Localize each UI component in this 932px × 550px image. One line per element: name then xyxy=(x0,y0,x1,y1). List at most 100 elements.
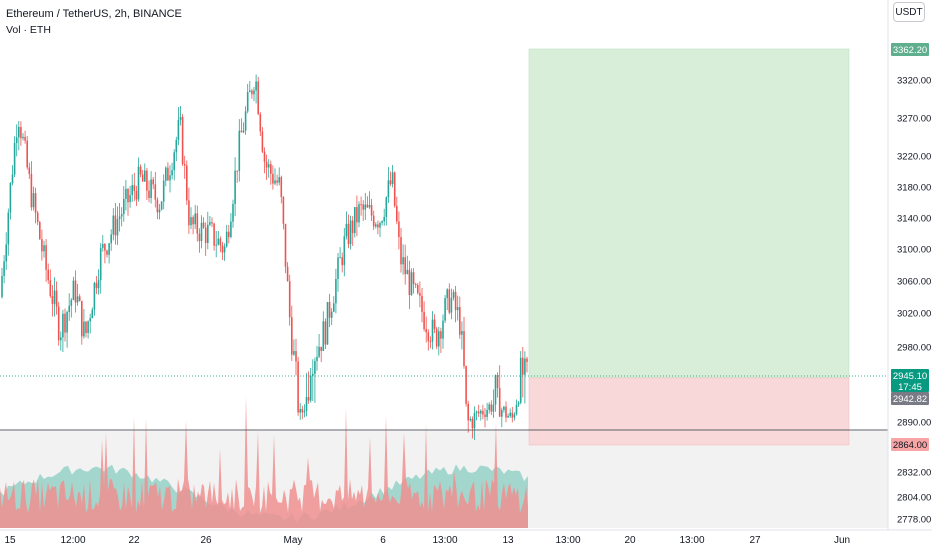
currency-button[interactable]: USDT xyxy=(893,2,925,22)
candle-body xyxy=(49,280,52,297)
candle-body xyxy=(3,261,5,276)
candle-body xyxy=(414,284,417,286)
time-tick-label: 15 xyxy=(4,535,16,546)
candle-body xyxy=(146,170,148,191)
candle-body xyxy=(286,266,289,282)
candle-body xyxy=(372,215,375,227)
candle-body xyxy=(448,289,451,313)
symbol-title[interactable]: Ethereum / TetherUS, 2h, BINANCE xyxy=(6,8,182,20)
candle-body xyxy=(76,296,79,303)
candle-body xyxy=(112,215,115,235)
candle-body xyxy=(91,309,94,319)
time-axis: 15 12:00 22 26 May 6 13:00 13 13:00 20 13:00 27 Jun xyxy=(4,535,850,546)
candle-body xyxy=(34,193,37,213)
candle-body xyxy=(36,212,39,223)
candle-body xyxy=(469,418,472,421)
time-tick-label: 13:00 xyxy=(555,535,580,546)
candle-body xyxy=(198,233,201,242)
candle-body xyxy=(358,204,360,223)
candle-body xyxy=(11,174,14,184)
price-tick-label: 3180.00 xyxy=(897,183,931,194)
price-tick-label: 3140.00 xyxy=(897,214,931,225)
candle-body xyxy=(391,172,394,185)
candle-body xyxy=(496,375,499,389)
long-position-tool xyxy=(528,48,850,446)
price-tick-label: 2980.00 xyxy=(897,343,931,354)
candle-body xyxy=(494,375,497,405)
candle-body xyxy=(433,319,436,329)
candle-body xyxy=(385,197,388,217)
price-tick-label: 3020.00 xyxy=(897,309,931,320)
candle-body xyxy=(251,90,253,95)
candle-body xyxy=(362,204,364,210)
candle-body xyxy=(30,174,33,208)
candle-body xyxy=(440,331,442,339)
candle-body xyxy=(190,217,192,226)
candle-body xyxy=(522,357,524,375)
candle-body xyxy=(297,361,299,413)
candle-body xyxy=(85,321,87,334)
candle-body xyxy=(471,418,474,429)
candle-body xyxy=(410,272,413,295)
candle-body xyxy=(375,224,377,227)
stop-price-badge-text: 2864.00 xyxy=(893,440,927,451)
candle-body xyxy=(129,194,131,203)
candle-body xyxy=(274,180,276,184)
candle-body xyxy=(270,164,272,174)
candle-body xyxy=(152,179,154,185)
candle-body xyxy=(123,198,125,215)
candle-body xyxy=(345,223,348,237)
candle-body xyxy=(217,238,220,245)
candle-body xyxy=(427,332,430,342)
candle-body xyxy=(402,257,404,265)
candle-body xyxy=(276,180,278,183)
candle-body xyxy=(192,217,194,225)
candle-body xyxy=(62,313,64,338)
candle-body xyxy=(492,404,495,412)
candle-body xyxy=(179,116,182,120)
candle-body xyxy=(421,295,423,312)
time-tick-label: May xyxy=(284,535,303,546)
candle-body xyxy=(438,331,440,347)
candle-body xyxy=(225,231,228,247)
candle-body xyxy=(360,204,362,206)
candle-body xyxy=(114,215,117,236)
candle-body xyxy=(482,410,484,415)
candle-body xyxy=(335,278,337,304)
candle-body xyxy=(459,307,461,335)
price-tick-label: 2804.00 xyxy=(897,493,931,504)
time-tick-label: 6 xyxy=(380,535,386,546)
candle-body xyxy=(377,224,379,228)
candle-body xyxy=(503,406,505,411)
candle-body xyxy=(320,346,322,351)
price-tick-label: 2778.00 xyxy=(897,515,931,526)
candle-body xyxy=(81,300,83,337)
candle-body xyxy=(207,224,209,243)
candle-body xyxy=(95,282,98,289)
candle-body xyxy=(461,331,463,335)
candle-body xyxy=(26,140,28,168)
candle-body xyxy=(72,280,75,300)
price-tick-label: 2890.00 xyxy=(897,418,931,429)
candle-body xyxy=(473,412,476,429)
candle-body xyxy=(412,272,415,285)
candle-body xyxy=(202,222,205,228)
target-price-badge-bg xyxy=(891,43,929,56)
candle-body xyxy=(230,221,232,238)
target-price-badge-text: 3362.20 xyxy=(893,45,927,56)
volume-pane xyxy=(0,395,888,528)
candle-body xyxy=(186,165,188,201)
candle-body xyxy=(194,213,196,225)
candle-body xyxy=(68,305,70,312)
time-tick-label: 27 xyxy=(749,535,761,546)
price-tick-label: 3060.00 xyxy=(897,277,931,288)
candle-body xyxy=(133,185,136,192)
candle-body xyxy=(511,412,514,418)
candle-body xyxy=(366,204,369,208)
volume-legend[interactable]: Vol · ETH xyxy=(6,24,51,36)
candle-body xyxy=(515,404,518,415)
candle-body xyxy=(181,116,184,165)
candle-body xyxy=(322,321,325,351)
